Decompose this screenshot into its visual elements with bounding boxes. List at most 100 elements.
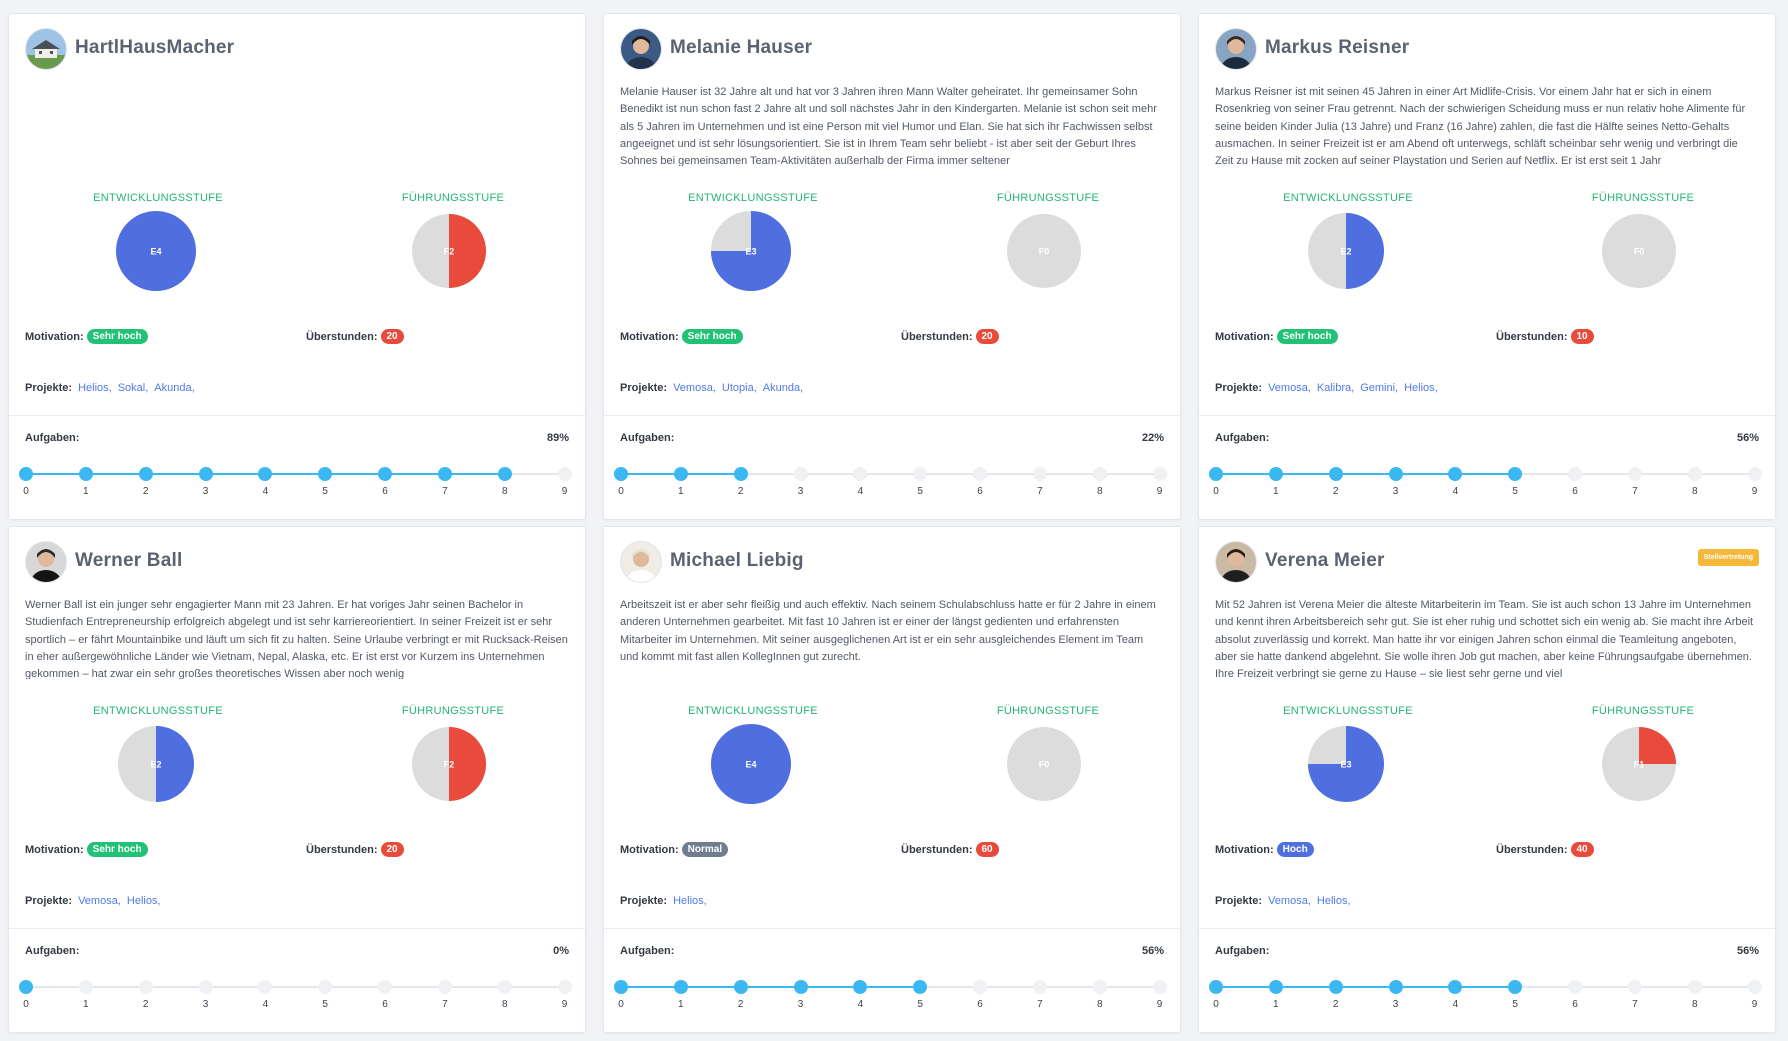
slider-step-dot[interactable] <box>913 980 928 994</box>
slider-step-dot[interactable] <box>1687 980 1702 994</box>
slider-step-dot[interactable] <box>1152 980 1167 994</box>
slider-tick-label: 7 <box>1632 486 1638 497</box>
aufgaben-slider[interactable]: 0 1 2 3 4 5 6 7 8 9 <box>19 977 572 1010</box>
slider-step-dot[interactable] <box>198 980 213 994</box>
aufgaben-slider[interactable]: 0 1 2 3 4 5 6 7 8 9 <box>1209 464 1762 497</box>
pie-slice <box>711 211 791 291</box>
project-link[interactable]: Sokal, <box>117 382 149 394</box>
employee-name[interactable]: HartlHausMacher <box>75 37 235 58</box>
project-link[interactable]: Vemosa, <box>673 382 716 394</box>
slider-step-dot[interactable] <box>1627 467 1642 481</box>
slider-step-dot[interactable] <box>1032 980 1047 994</box>
slider-step-dot[interactable] <box>1328 980 1343 994</box>
aufgaben-slider[interactable]: 0 1 2 3 4 5 6 7 8 9 <box>1209 977 1762 1010</box>
employee-name[interactable]: Melanie Hauser <box>670 37 813 58</box>
slider-step-dot[interactable] <box>198 467 213 481</box>
slider-step-dot[interactable] <box>138 980 153 994</box>
slider-step-dot[interactable] <box>733 467 748 481</box>
project-link[interactable]: Vemosa, <box>1268 382 1311 394</box>
pie-label: F2 <box>444 760 455 770</box>
employee-name[interactable]: Michael Liebig <box>670 550 804 571</box>
slider-step-dot[interactable] <box>378 980 393 994</box>
project-link[interactable]: Gemini, <box>1360 382 1399 394</box>
slider-step-dot[interactable] <box>853 980 868 994</box>
project-link[interactable]: Helios, <box>673 895 707 907</box>
slider-step-dot[interactable] <box>1032 467 1047 481</box>
slider-tick-label: 2 <box>142 999 149 1010</box>
slider-step-dot[interactable] <box>1627 980 1642 994</box>
slider-step-dot[interactable] <box>258 467 273 481</box>
slider-step-dot[interactable] <box>1448 980 1463 994</box>
slider-step-dot[interactable] <box>437 467 452 481</box>
slider-step-dot[interactable] <box>1328 467 1343 481</box>
slider-step-dot[interactable] <box>853 467 868 481</box>
pie-background <box>1007 727 1081 801</box>
slider-step-dot[interactable] <box>1448 467 1463 481</box>
project-link[interactable]: Akunda, <box>762 382 804 394</box>
slider-fill <box>620 986 920 988</box>
slider-tick-label: 3 <box>797 486 804 497</box>
slider-step-dot[interactable] <box>1209 980 1223 994</box>
project-link[interactable]: Helios, <box>126 895 161 907</box>
employee-name[interactable]: Werner Ball <box>75 550 183 571</box>
slider-step-dot[interactable] <box>1268 980 1283 994</box>
slider-step-dot[interactable] <box>614 980 628 994</box>
slider-step-dot[interactable] <box>497 980 512 994</box>
project-link[interactable]: Vemosa, <box>78 895 121 907</box>
slider-step-dot[interactable] <box>557 467 572 481</box>
employee-name[interactable]: Markus Reisner <box>1265 37 1410 58</box>
slider-step-dot[interactable] <box>378 467 393 481</box>
project-link[interactable]: Helios, <box>1404 382 1438 394</box>
slider-step-dot[interactable] <box>19 467 33 481</box>
aufgaben-slider[interactable]: 0 1 2 3 4 5 6 7 8 9 <box>614 977 1167 1010</box>
slider-step-dot[interactable] <box>318 467 333 481</box>
slider-step-dot[interactable] <box>673 980 688 994</box>
slider-step-dot[interactable] <box>1092 980 1107 994</box>
slider-step-dot[interactable] <box>1268 467 1283 481</box>
project-link[interactable]: Kalibra, <box>1316 382 1355 394</box>
slider-step-dot[interactable] <box>78 467 93 481</box>
ueberstunden-label: Überstunden: <box>306 844 378 856</box>
slider-step-dot[interactable] <box>318 980 333 994</box>
slider-step-dot[interactable] <box>1388 980 1403 994</box>
slider-step-dot[interactable] <box>673 467 688 481</box>
aufgaben-slider[interactable]: 0 1 2 3 4 5 6 7 8 9 <box>614 464 1167 497</box>
slider-step-dot[interactable] <box>614 467 628 481</box>
slider-step-dot[interactable] <box>19 980 33 994</box>
slider-step-dot[interactable] <box>1747 467 1762 481</box>
slider-step-dot[interactable] <box>973 467 988 481</box>
project-link[interactable]: Helios, <box>1316 895 1351 907</box>
slider-step-dot[interactable] <box>258 980 273 994</box>
slider-step-dot[interactable] <box>793 980 808 994</box>
slider-step-dot[interactable] <box>437 980 452 994</box>
slider-step-dot[interactable] <box>557 980 572 994</box>
slider-step-dot[interactable] <box>1508 980 1523 994</box>
slider-tick-label: 7 <box>1037 999 1043 1010</box>
slider-tick-label: 1 <box>83 486 89 497</box>
project-link[interactable]: Akunda, <box>154 382 195 394</box>
project-link[interactable]: Helios, <box>78 382 112 394</box>
project-link[interactable]: Utopia, <box>721 382 757 394</box>
slider-step-dot[interactable] <box>1568 980 1583 994</box>
slider-step-dot[interactable] <box>913 467 928 481</box>
slider-step-dot[interactable] <box>1209 467 1223 481</box>
slider-tick-label: 5 <box>322 486 328 497</box>
employee-name[interactable]: Verena Meier <box>1265 550 1385 571</box>
slider-step-dot[interactable] <box>733 980 748 994</box>
slider-step-dot[interactable] <box>78 980 93 994</box>
slider-step-dot[interactable] <box>1568 467 1583 481</box>
slider-step-dot[interactable] <box>793 467 808 481</box>
slider-step-dot[interactable] <box>1092 467 1107 481</box>
projekte-label: Projekte: <box>620 382 668 394</box>
slider-step-dot[interactable] <box>1508 467 1523 481</box>
aufgaben-slider[interactable]: 0 1 2 3 4 5 6 7 8 9 <box>19 464 572 497</box>
slider-step-dot[interactable] <box>497 467 512 481</box>
slider-step-dot[interactable] <box>138 467 153 481</box>
slider-tick-label: 7 <box>442 486 448 497</box>
slider-step-dot[interactable] <box>973 980 988 994</box>
project-link[interactable]: Vemosa, <box>1268 895 1311 907</box>
slider-step-dot[interactable] <box>1152 467 1167 481</box>
slider-step-dot[interactable] <box>1687 467 1702 481</box>
slider-step-dot[interactable] <box>1747 980 1762 994</box>
slider-step-dot[interactable] <box>1388 467 1403 481</box>
